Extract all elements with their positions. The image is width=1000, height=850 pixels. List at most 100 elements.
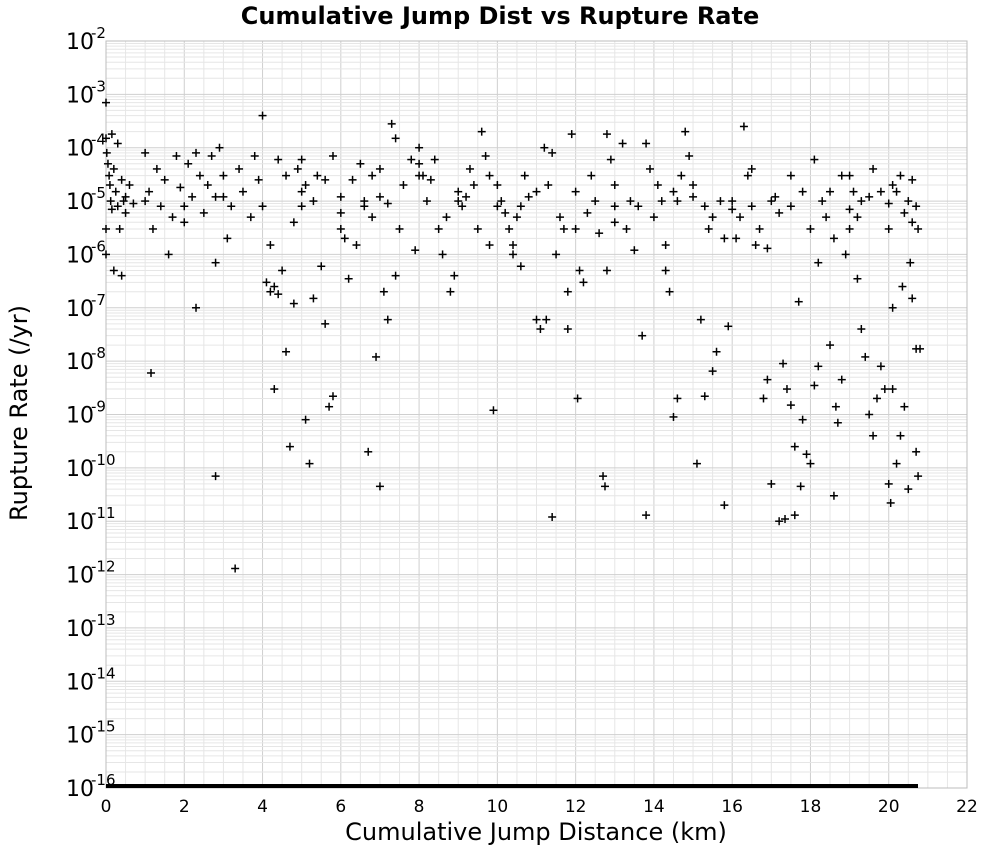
data-point — [849, 187, 858, 196]
data-point — [587, 171, 596, 180]
data-point — [340, 234, 349, 243]
data-point — [160, 175, 169, 184]
x-tick-label: 4 — [257, 797, 268, 817]
data-point — [602, 266, 611, 275]
data-point — [708, 367, 717, 376]
data-point — [747, 164, 756, 173]
data-point — [532, 187, 541, 196]
data-point — [348, 175, 357, 184]
data-point — [297, 187, 306, 196]
data-point — [898, 282, 907, 291]
data-point — [896, 431, 905, 440]
data-point — [285, 442, 294, 451]
data-point — [105, 171, 114, 180]
data-point — [794, 297, 803, 306]
x-tick-label: 16 — [721, 797, 743, 817]
data-point — [708, 213, 717, 222]
data-point — [336, 224, 345, 233]
data-point — [520, 171, 529, 180]
data-point — [105, 181, 114, 190]
data-point — [493, 202, 502, 211]
data-point — [861, 352, 870, 361]
y-tick-base: 10 — [66, 777, 94, 802]
grid — [105, 41, 968, 789]
data-point — [477, 127, 486, 136]
y-tick-base: 10 — [66, 457, 94, 482]
data-point — [266, 287, 275, 296]
data-point — [802, 450, 811, 459]
data-point — [493, 181, 502, 190]
data-point — [325, 402, 334, 411]
data-point — [720, 501, 729, 510]
data-point — [618, 139, 627, 148]
data-point — [571, 187, 580, 196]
data-point — [270, 282, 279, 291]
data-point — [211, 472, 220, 481]
data-point — [775, 517, 784, 526]
data-point — [552, 250, 561, 259]
data-point — [199, 208, 208, 217]
data-point — [141, 148, 150, 157]
data-point — [661, 241, 670, 250]
data-point — [102, 98, 110, 107]
data-point — [121, 192, 130, 201]
y-tick-exponent: -3 — [91, 77, 106, 95]
data-point — [876, 187, 885, 196]
data-point — [254, 175, 263, 184]
data-point — [238, 187, 247, 196]
data-point — [600, 482, 609, 491]
data-point — [188, 192, 197, 201]
data-point — [896, 171, 905, 180]
data-point — [301, 181, 310, 190]
data-point — [888, 181, 897, 190]
data-point — [391, 271, 400, 280]
data-point — [790, 442, 799, 451]
data-point — [516, 202, 525, 211]
data-point — [826, 341, 835, 350]
data-point — [630, 246, 639, 255]
data-point — [309, 294, 318, 303]
data-point — [289, 299, 298, 308]
data-point — [548, 148, 557, 157]
data-point — [395, 224, 404, 233]
y-axis-label: Rupture Rate (/yr) — [5, 305, 33, 521]
data-point — [430, 155, 439, 164]
y-tick-exponent: -6 — [91, 237, 106, 255]
data-point — [900, 208, 909, 217]
data-point — [837, 375, 846, 384]
data-point — [512, 213, 521, 222]
data-point — [880, 385, 889, 394]
y-tick-label: 10-9 — [66, 398, 106, 429]
data-point — [481, 151, 490, 160]
y-axis-ticks: 10-210-310-410-510-610-710-810-910-1010-… — [66, 24, 116, 802]
data-point — [203, 181, 212, 190]
data-point — [704, 224, 713, 233]
data-point — [720, 234, 729, 243]
data-point — [364, 447, 373, 456]
data-point — [207, 151, 216, 160]
data-point — [297, 202, 306, 211]
data-point — [262, 278, 271, 287]
data-point — [454, 197, 463, 206]
data-point — [107, 130, 116, 139]
data-point — [892, 459, 901, 468]
data-point — [865, 192, 874, 201]
y-tick-exponent: -12 — [91, 558, 116, 576]
data-point — [454, 187, 463, 196]
data-point — [509, 250, 518, 259]
data-point — [415, 159, 424, 168]
data-point — [278, 266, 287, 275]
x-tick-label: 6 — [335, 797, 346, 817]
data-point — [912, 447, 921, 456]
data-point — [540, 143, 549, 152]
data-point — [622, 224, 631, 233]
data-point — [563, 287, 572, 296]
data-point — [301, 415, 310, 424]
data-point — [184, 159, 193, 168]
data-point — [391, 134, 400, 143]
y-tick-exponent: -10 — [91, 451, 116, 469]
data-point — [372, 352, 381, 361]
data-point — [610, 218, 619, 227]
data-point — [524, 192, 533, 201]
y-tick-base: 10 — [66, 137, 94, 162]
